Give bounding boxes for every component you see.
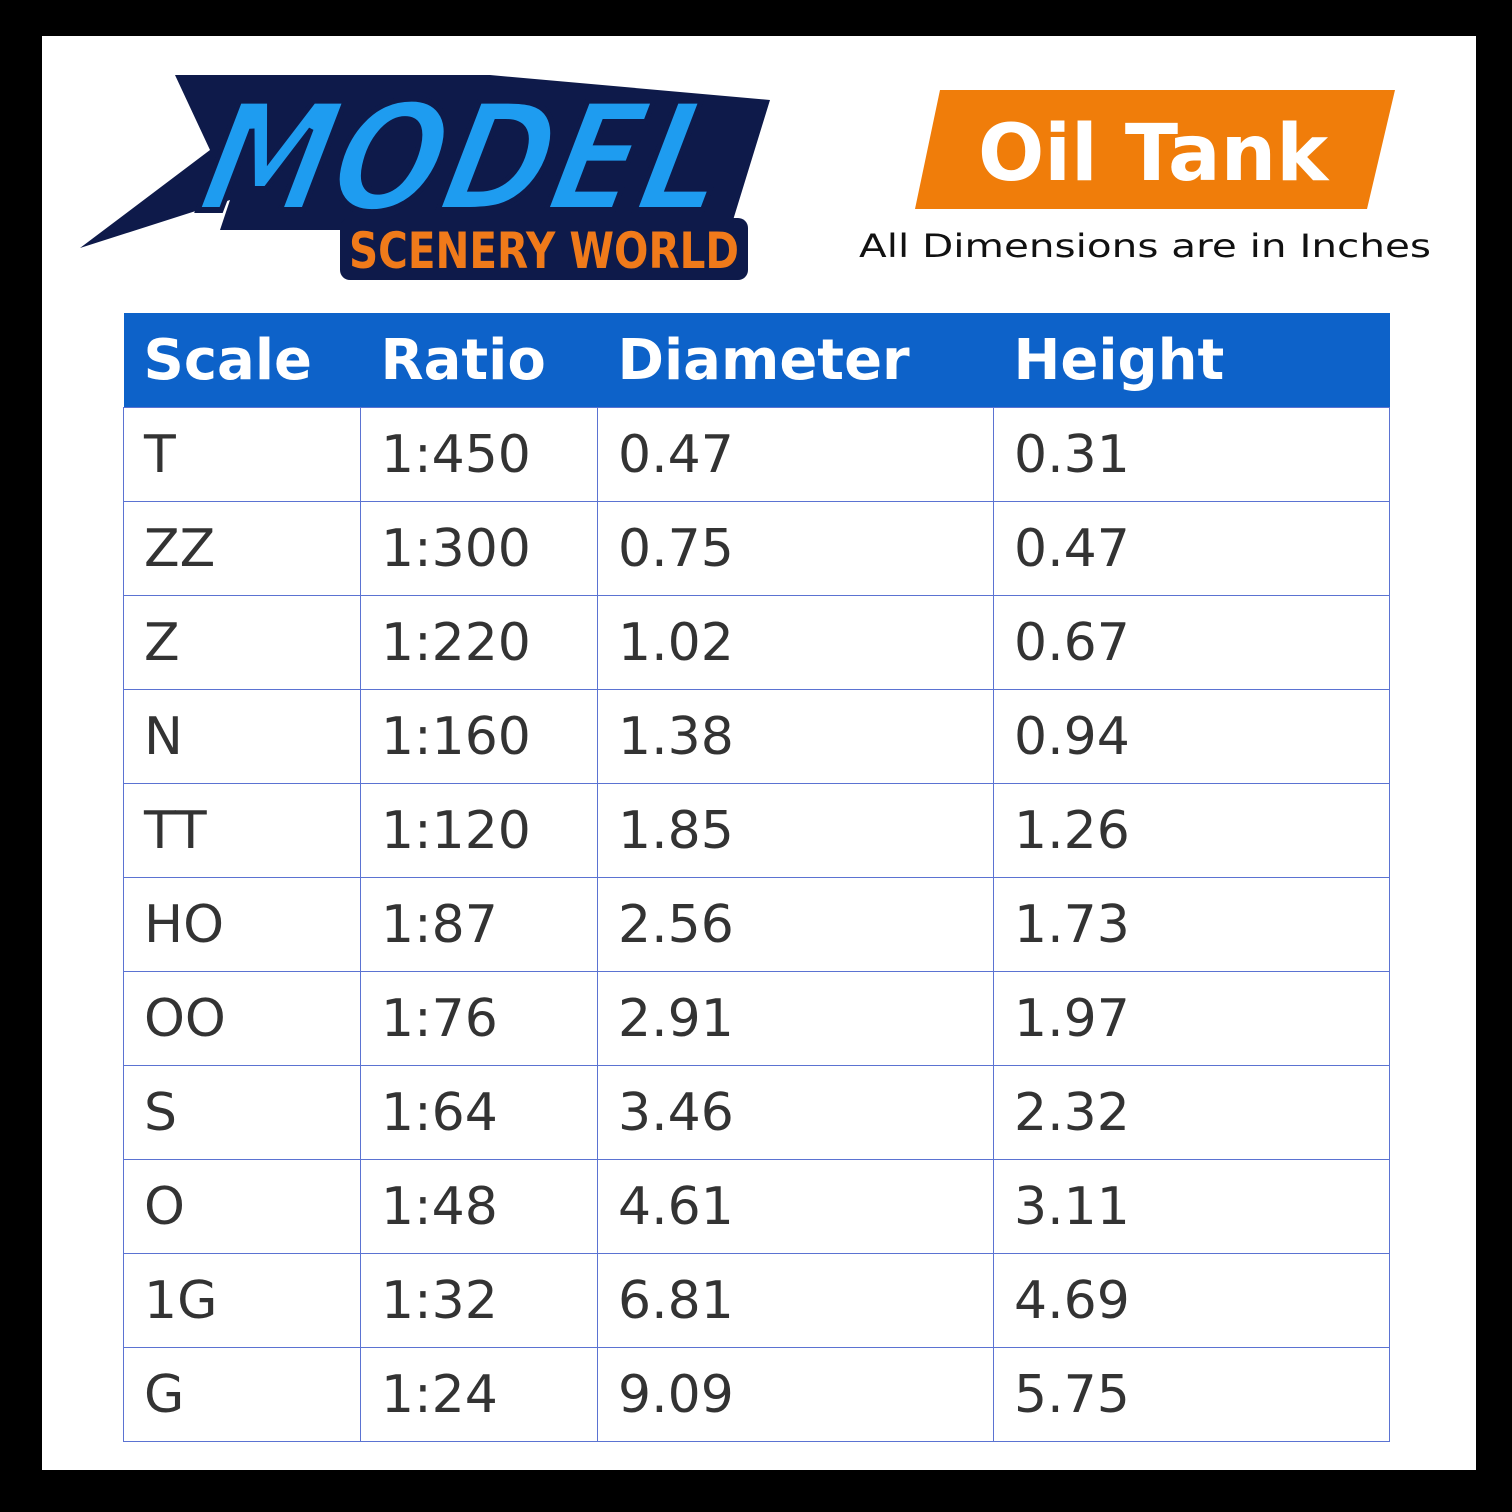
table-cell: 1:160	[360, 689, 598, 784]
table-cell: 6.81	[597, 1253, 994, 1348]
table-cell: 1:220	[360, 595, 598, 690]
badge: Oil Tank All Dimensions are in Inches	[859, 90, 1431, 265]
table-cell: 1.73	[993, 877, 1390, 972]
table-cell: G	[123, 1347, 361, 1442]
table-cell: 1:32	[360, 1253, 598, 1348]
table-cell: 3.11	[993, 1159, 1390, 1254]
table-row: TT 1:120 1.85 1.26	[123, 783, 1390, 878]
table-row: HO 1:87 2.56 1.73	[123, 877, 1390, 972]
table-row: ZZ 1:300 0.75 0.47	[123, 501, 1390, 596]
table-cell: ZZ	[123, 501, 361, 596]
header-cell: Ratio	[360, 313, 598, 408]
table-row: OO 1:76 2.91 1.97	[123, 971, 1390, 1066]
table-cell: 1:76	[360, 971, 598, 1066]
header-cell: Scale	[123, 313, 361, 408]
table-row: S 1:64 3.46 2.32	[123, 1065, 1390, 1160]
table-cell: 1:120	[360, 783, 598, 878]
badge-note: All Dimensions are in Inches	[859, 227, 1431, 265]
table-cell: S	[123, 1065, 361, 1160]
table-cell: 1:450	[360, 407, 598, 502]
logo-title: MODEL	[188, 71, 745, 246]
table-cell: 1:87	[360, 877, 598, 972]
table-cell: 4.61	[597, 1159, 994, 1254]
table-cell: 1.38	[597, 689, 994, 784]
logo-back	[80, 75, 770, 248]
table-row: 1G 1:32 6.81 4.69	[123, 1253, 1390, 1348]
table-cell: 1:48	[360, 1159, 598, 1254]
table-cell: Z	[123, 595, 361, 690]
table-cell: 1G	[123, 1253, 361, 1348]
dimension-table: Scale Ratio Diameter Height T 1:450 0.47 0.31 Z…	[123, 313, 1390, 1442]
table-cell: 4.69	[993, 1253, 1390, 1348]
table-cell: 0.67	[993, 595, 1390, 690]
table-cell: T	[123, 407, 361, 502]
header-cell: Height	[993, 313, 1390, 408]
table-cell: O	[123, 1159, 361, 1254]
table-cell: N	[123, 689, 361, 784]
table-cell: 1:300	[360, 501, 598, 596]
table-cell: 2.32	[993, 1065, 1390, 1160]
table-cell: 0.94	[993, 689, 1390, 784]
table-row: T 1:450 0.47 0.31	[123, 407, 1390, 502]
table-head: Scale Ratio Diameter Height	[123, 313, 1390, 408]
table-cell: 1.26	[993, 783, 1390, 878]
table-row: O 1:48 4.61 3.11	[123, 1159, 1390, 1254]
table-cell: 0.75	[597, 501, 994, 596]
table-cell: 1.97	[993, 971, 1390, 1066]
header-row: Scale Ratio Diameter Height	[123, 313, 1390, 408]
badge-shape	[915, 90, 1395, 209]
logo-plate	[340, 218, 748, 280]
table-cell: 2.91	[597, 971, 994, 1066]
header-cell: Diameter	[597, 313, 994, 408]
badge-title: Oil Tank	[978, 109, 1330, 199]
table-body: T 1:450 0.47 0.31 ZZ 1:300 0.75 0.47 Z 1:220 1.02 0…	[123, 407, 1390, 1442]
table-row: N 1:160 1.38 0.94	[123, 689, 1390, 784]
logo: MODEL SCENERY WORLD	[80, 70, 770, 280]
table-cell: 1:24	[360, 1347, 598, 1442]
table-cell: 1.85	[597, 783, 994, 878]
table-cell: TT	[123, 783, 361, 878]
table-cell: 2.56	[597, 877, 994, 972]
logo-subtitle: SCENERY WORLD	[349, 222, 739, 280]
table-cell: HO	[123, 877, 361, 972]
table-cell: 1.02	[597, 595, 994, 690]
table-row: G 1:24 9.09 5.75	[123, 1347, 1390, 1442]
table-cell: OO	[123, 971, 361, 1066]
table-row: Z 1:220 1.02 0.67	[123, 595, 1390, 690]
table-cell: 1:64	[360, 1065, 598, 1160]
table-cell: 0.47	[993, 501, 1390, 596]
table-cell: 0.31	[993, 407, 1390, 502]
table-cell: 3.46	[597, 1065, 994, 1160]
table-cell: 0.47	[597, 407, 994, 502]
table-cell: 9.09	[597, 1347, 994, 1442]
table-cell: 5.75	[993, 1347, 1390, 1442]
